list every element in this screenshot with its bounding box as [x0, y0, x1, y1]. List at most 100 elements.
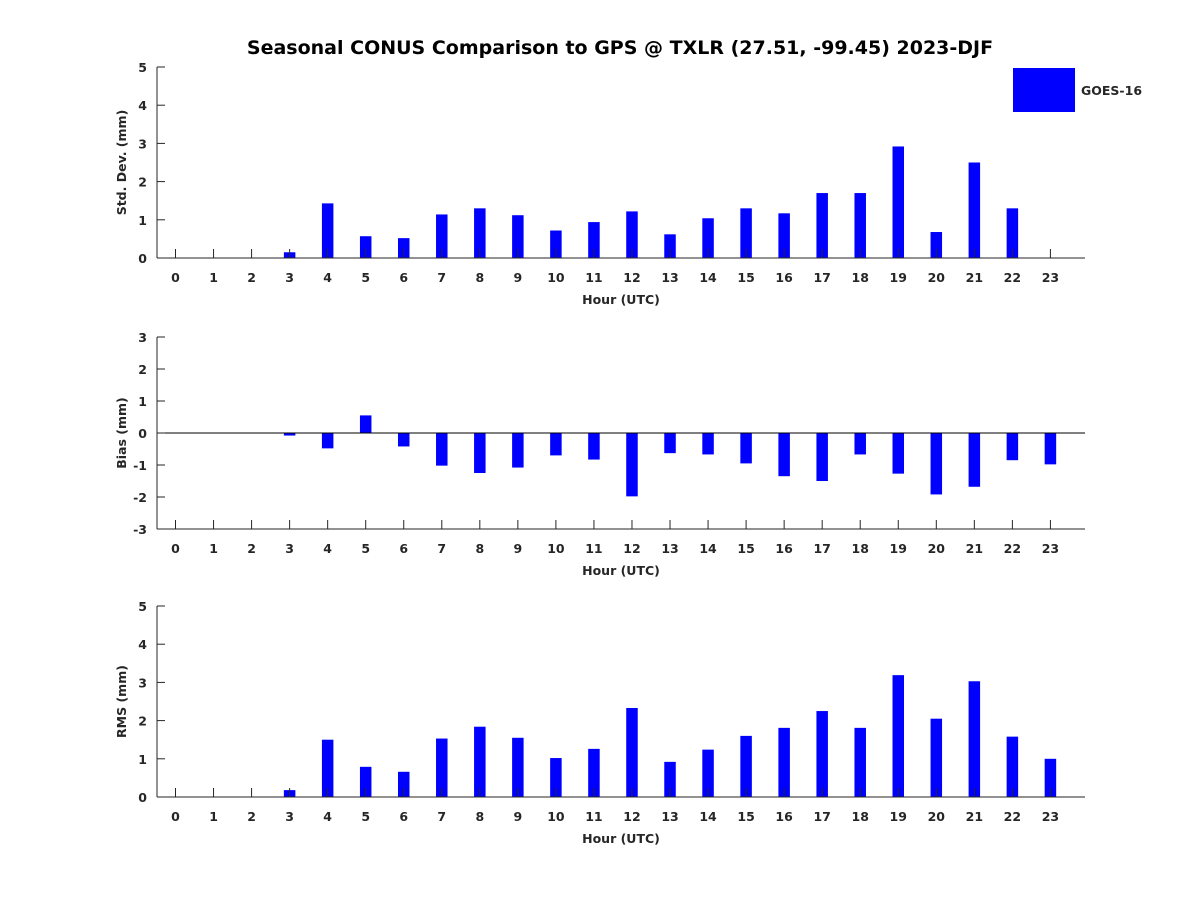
- bias-bar: [968, 433, 981, 487]
- bias-x-tick-label: 6: [399, 541, 408, 556]
- bias-x-axis-label: Hour (UTC): [582, 563, 660, 578]
- bias-x-tick-label: 5: [361, 541, 370, 556]
- bias-x-tick-label: 18: [852, 541, 869, 556]
- std-dev-x-tick-label: 5: [361, 270, 370, 285]
- rms-bar: [968, 681, 981, 797]
- rms-bar: [550, 758, 562, 797]
- std-dev-bar: [968, 162, 981, 258]
- rms-bar: [778, 727, 790, 797]
- bias-x-tick-label: 22: [1004, 541, 1021, 556]
- rms-bar: [892, 675, 905, 797]
- rms-bar: [359, 766, 372, 797]
- bias-x-tick-label: 13: [661, 541, 678, 556]
- rms-y-tick-label: 3: [138, 675, 147, 690]
- bias-bar: [321, 433, 334, 449]
- rms-x-tick-label: 12: [623, 809, 640, 824]
- bias-x-tick-label: 4: [323, 541, 332, 556]
- std-dev-bar: [930, 232, 943, 258]
- std-dev-x-tick-label: 15: [737, 270, 754, 285]
- std-dev-bar: [1006, 208, 1019, 258]
- rms-x-tick-label: 8: [475, 809, 484, 824]
- bias-bar: [1006, 433, 1019, 461]
- std-dev-x-tick-label: 9: [514, 270, 523, 285]
- std-dev-y-tick-label: 0: [138, 251, 147, 266]
- bias-bar: [283, 433, 296, 436]
- bias-bar: [702, 433, 714, 455]
- rms-y-tick-label: 2: [138, 714, 147, 729]
- rms-x-tick-label: 14: [699, 809, 717, 824]
- rms-bar: [702, 749, 714, 797]
- bias-x-tick-label: 7: [437, 541, 446, 556]
- bias-bar: [359, 415, 372, 433]
- rms-bar: [436, 738, 448, 797]
- std-dev-x-tick-label: 10: [547, 270, 565, 285]
- bias-bar: [474, 433, 486, 473]
- rms-bar: [1044, 758, 1057, 797]
- std-dev-x-tick-label: 6: [399, 270, 408, 285]
- rms-x-tick-label: 15: [737, 809, 754, 824]
- rms-bar: [512, 737, 524, 797]
- bias-bar: [930, 433, 943, 495]
- chart-title: Seasonal CONUS Comparison to GPS @ TXLR …: [247, 37, 993, 59]
- rms-x-tick-label: 2: [247, 809, 256, 824]
- std-dev-y-axis-label: Std. Dev. (mm): [114, 110, 129, 216]
- std-dev-x-tick-label: 22: [1004, 270, 1021, 285]
- std-dev-bar: [702, 218, 714, 258]
- bias-bar: [1044, 433, 1057, 465]
- rms-y-axis-label: RMS (mm): [114, 665, 129, 738]
- legend-swatch: [1013, 68, 1075, 112]
- bias-bar: [664, 433, 676, 454]
- rms-bar: [474, 726, 486, 797]
- rms-x-tick-label: 11: [585, 809, 602, 824]
- bias-x-tick-label: 21: [966, 541, 983, 556]
- bias-y-tick-label: -2: [133, 490, 147, 505]
- rms-y-tick-label: 5: [138, 599, 147, 614]
- std-dev-x-tick-label: 13: [661, 270, 678, 285]
- std-dev-bar: [588, 222, 600, 258]
- bias-y-axis-label: Bias (mm): [114, 397, 129, 469]
- rms-bar: [397, 771, 410, 797]
- rms-bar: [854, 727, 866, 797]
- bias-bar: [397, 433, 410, 447]
- bias-bar: [626, 433, 638, 497]
- rms-x-tick-label: 4: [323, 809, 332, 824]
- std-dev-bar: [359, 236, 372, 258]
- rms-bar: [816, 711, 828, 797]
- bias-x-tick-label: 0: [171, 541, 180, 556]
- rms-bar: [626, 707, 638, 797]
- rms-x-tick-label: 0: [171, 809, 180, 824]
- rms-x-tick-label: 5: [361, 809, 370, 824]
- bias-bar: [854, 433, 866, 455]
- bias-x-tick-label: 20: [928, 541, 946, 556]
- rms-x-tick-label: 3: [285, 809, 294, 824]
- rms-x-tick-label: 18: [852, 809, 869, 824]
- bias-x-tick-label: 1: [209, 541, 218, 556]
- std-dev-x-tick-label: 0: [171, 270, 180, 285]
- rms-x-tick-label: 10: [547, 809, 565, 824]
- bias-x-tick-label: 3: [285, 541, 294, 556]
- bias-bar: [512, 433, 524, 468]
- rms-bar: [740, 735, 752, 797]
- bias-x-tick-label: 19: [890, 541, 907, 556]
- bias-x-tick-label: 23: [1042, 541, 1059, 556]
- rms-x-tick-label: 20: [928, 809, 946, 824]
- std-dev-bar: [321, 203, 334, 258]
- std-dev-bar: [397, 238, 410, 258]
- std-dev-x-tick-label: 7: [437, 270, 446, 285]
- std-dev-bar: [512, 215, 524, 258]
- legend: GOES-16: [1013, 68, 1142, 112]
- std-dev-bar: [816, 193, 828, 258]
- bias-x-tick-label: 11: [585, 541, 602, 556]
- std-dev-x-tick-label: 23: [1042, 270, 1059, 285]
- bias-bar: [778, 433, 790, 477]
- rms-y-tick-label: 4: [138, 637, 147, 652]
- bias-x-tick-label: 9: [514, 541, 523, 556]
- std-dev-bar: [778, 213, 790, 258]
- bias-y-tick-label: 2: [138, 362, 147, 377]
- std-dev-x-tick-label: 14: [699, 270, 717, 285]
- std-dev-x-tick-label: 8: [475, 270, 484, 285]
- std-dev-bar: [892, 146, 905, 258]
